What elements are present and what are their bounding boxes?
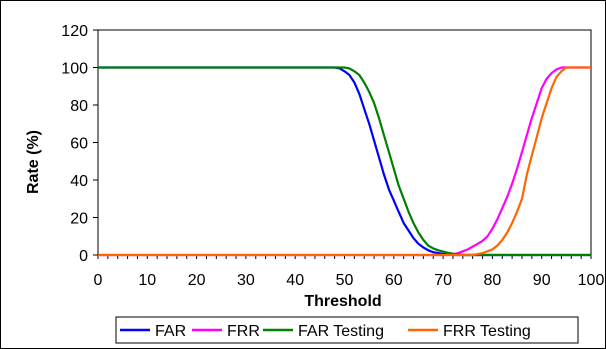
- y-tick-label: 60: [70, 136, 88, 153]
- legend-label-frr: FRR: [227, 323, 260, 340]
- series-line-frr-testing: [98, 66, 591, 257]
- x-tick-label: 20: [188, 272, 206, 289]
- y-tick-label: 0: [79, 248, 88, 265]
- series-line-far: [98, 66, 591, 257]
- x-tick-label: 100: [578, 272, 605, 289]
- x-tick-label: 30: [237, 272, 255, 289]
- x-tick-label: 70: [434, 272, 452, 289]
- x-tick-label: 0: [94, 272, 103, 289]
- x-tick-label: 80: [484, 272, 502, 289]
- y-tick-label: 40: [70, 173, 88, 190]
- x-tick-label: 60: [385, 272, 403, 289]
- y-tick-label: 80: [70, 98, 88, 115]
- y-axis-title: Rate (%): [25, 130, 42, 194]
- legend-label-far-testing: FAR Testing: [298, 323, 384, 340]
- series-line-frr: [98, 66, 591, 257]
- legend-label-frr-testing: FRR Testing: [443, 323, 531, 340]
- x-tick-label: 10: [138, 272, 156, 289]
- y-tick-label: 100: [61, 61, 88, 78]
- y-tick-label: 20: [70, 211, 88, 228]
- x-tick-label: 90: [533, 272, 551, 289]
- plot-area: [97, 29, 592, 256]
- series-line-far-testing: [98, 66, 591, 257]
- y-tick-label: 120: [61, 23, 88, 40]
- legend: FAR FRR FAR Testing FRR Testing: [115, 316, 579, 344]
- legend-label-far: FAR: [155, 323, 186, 340]
- x-tick-label: 50: [336, 272, 354, 289]
- x-tick-label: 40: [286, 272, 304, 289]
- x-axis-title: Threshold: [304, 293, 381, 310]
